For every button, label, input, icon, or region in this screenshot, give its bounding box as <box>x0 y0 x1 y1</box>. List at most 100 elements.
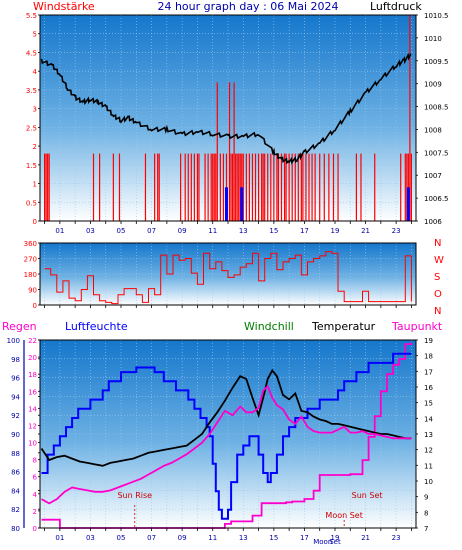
rain-axis-tick-label: 10 <box>28 440 37 448</box>
rain-axis-tick-label: 16 <box>28 388 37 396</box>
gust-bar <box>224 187 228 221</box>
rain-axis-tick-label: 22 <box>28 337 37 345</box>
climate-xtick-label: 07 <box>147 534 156 542</box>
climate-frame <box>39 339 417 529</box>
temperature-axis-tick-label: 7 <box>424 525 428 533</box>
sunrise-label: Sun Rise <box>117 491 152 500</box>
climate-xtick-label: 23 <box>392 534 401 542</box>
wind-axis-tick-label: 0.5 <box>26 199 37 207</box>
wind-pressure-xtick-label: 23 <box>392 227 401 235</box>
compass-label: N <box>434 238 441 249</box>
humidity-axis-tick-label: 86 <box>11 469 20 477</box>
rain-axis-tick-label: 20 <box>28 354 37 362</box>
temperature-axis-tick-label: 10 <box>424 478 433 486</box>
humidity-axis-tick-label: 80 <box>11 525 20 533</box>
climate-xtick-label: 01 <box>55 534 64 542</box>
temperature-axis-tick-label: 15 <box>424 400 433 408</box>
pressure-axis-tick-label: 1008.5 <box>424 104 449 112</box>
wind-pressure-xtick-label: 13 <box>239 227 248 235</box>
rain-axis-tick-label: 0 <box>33 525 37 533</box>
compass-label: W <box>434 255 444 266</box>
wind-pressure-xtick-label: 09 <box>178 227 187 235</box>
temperature-axis-tick-label: 16 <box>424 384 433 392</box>
rain-axis-tick-label: 6 <box>33 474 38 482</box>
humidity-line <box>41 352 412 520</box>
wind-pressure-xtick-label: 03 <box>86 227 95 235</box>
temperature-axis-tick-label: 19 <box>424 337 433 345</box>
humidity-axis-tick-label: 96 <box>11 375 20 383</box>
wind-axis-title: Windstärke <box>33 0 95 13</box>
wind-pressure-xtick-label: 01 <box>55 227 64 235</box>
pressure-axis-tick-label: 1008 <box>424 126 442 134</box>
wind-axis-tick-label: 2.5 <box>26 124 37 132</box>
humidity-axis-tick-label: 98 <box>11 356 20 364</box>
wind-axis-tick-label: 5.5 <box>26 12 37 20</box>
climate-xtick-label: 15 <box>269 534 278 542</box>
wind-axis-tick-label: 4 <box>33 68 38 76</box>
rain-axis-tick-label: 4 <box>33 491 38 499</box>
climate-xtick-label: 17 <box>300 534 309 542</box>
climate-xtick-label: 09 <box>178 534 187 542</box>
pressure-axis-tick-label: 1009 <box>424 81 442 89</box>
climate-xtick-label: 13 <box>239 534 248 542</box>
wind-pressure-frame <box>39 14 417 222</box>
rain-axis-tick-label: 18 <box>28 371 37 379</box>
wind-pressure-xtick-label: 19 <box>331 227 340 235</box>
wind-axis-tick-label: 4.5 <box>26 49 37 57</box>
climate-xtick-label: 19 <box>331 534 340 542</box>
wind-pressure-xtick-label: 05 <box>117 227 126 235</box>
wind-direction-frame <box>39 242 417 306</box>
climate-xtick-label: 11 <box>208 534 217 542</box>
pressure-axis-tick-label: 1010 <box>424 35 442 43</box>
legend-temperatur: Temperatur <box>311 320 376 333</box>
wind-axis-tick-label: 3 <box>33 106 37 114</box>
moon-axis-label: Moon <box>313 538 332 546</box>
sunset-label: Sun Set <box>352 491 383 500</box>
temperature-axis-tick-label: 12 <box>424 447 433 455</box>
set-axis-label: Set <box>329 538 341 546</box>
wind-axis-tick-label: 5 <box>33 31 37 39</box>
direction-axis-tick-label: 180 <box>24 271 37 279</box>
pressure-line <box>40 52 412 165</box>
direction-axis-tick-label: 90 <box>28 287 37 295</box>
humidity-axis-tick-label: 92 <box>11 412 20 420</box>
pressure-axis-tick-label: 1007.5 <box>424 149 449 157</box>
pressure-axis-tick-label: 1006.5 <box>424 195 449 203</box>
moonset-label: Moon Set <box>325 511 362 520</box>
climate-xtick-label: 05 <box>117 534 126 542</box>
chart-marks: Sun Rise Sun Set Moon Set <box>40 15 413 529</box>
humidity-axis-tick-label: 88 <box>11 450 20 458</box>
wind-axis-tick-label: 2 <box>33 143 37 151</box>
temperature-axis-tick-label: 18 <box>424 353 433 361</box>
pressure-axis-tick-label: 1007 <box>424 172 442 180</box>
humidity-axis-tick-label: 94 <box>11 393 20 401</box>
humidity-axis-tick-label: 100 <box>7 337 20 345</box>
temperature-line <box>40 368 412 467</box>
temperature-axis-tick-label: 9 <box>424 494 428 502</box>
direction-axis-tick-label: 360 <box>24 240 37 248</box>
climate-xtick-label: 03 <box>86 534 95 542</box>
rain-axis-tick-label: 12 <box>28 422 37 430</box>
pressure-axis-tick-label: 1010.5 <box>424 12 449 20</box>
gust-bar <box>406 187 410 221</box>
axes: 01 03 05 07 09 11 13 15 17 19 21 2300.511.522.533.5… <box>7 12 449 546</box>
gust-bar <box>240 187 244 221</box>
temperature-axis-tick-label: 17 <box>424 368 433 376</box>
wind-axis-tick-label: 1 <box>33 181 37 189</box>
wind-axis-tick-label: 1.5 <box>26 162 37 170</box>
wind-pressure-xtick-label: 07 <box>147 227 156 235</box>
pressure-axis-tick-label: 1006 <box>424 218 442 226</box>
wind-pressure-xtick-label: 11 <box>208 227 217 235</box>
direction-axis-tick-label: 0 <box>33 302 37 310</box>
climate-xtick-label: 21 <box>361 534 370 542</box>
rain-axis-tick-label: 14 <box>28 405 37 413</box>
temperature-axis-tick-label: 8 <box>424 509 428 517</box>
humidity-axis-tick-label: 82 <box>11 506 20 514</box>
dewpoint-line <box>41 384 412 505</box>
temperature-axis-tick-label: 14 <box>424 415 433 423</box>
wind-pressure-xtick-label: 17 <box>300 227 309 235</box>
gridlines <box>40 14 416 529</box>
compass-label: S <box>434 272 440 283</box>
legend-windchill: Windchill <box>244 320 294 333</box>
compass-label: N <box>434 306 441 317</box>
